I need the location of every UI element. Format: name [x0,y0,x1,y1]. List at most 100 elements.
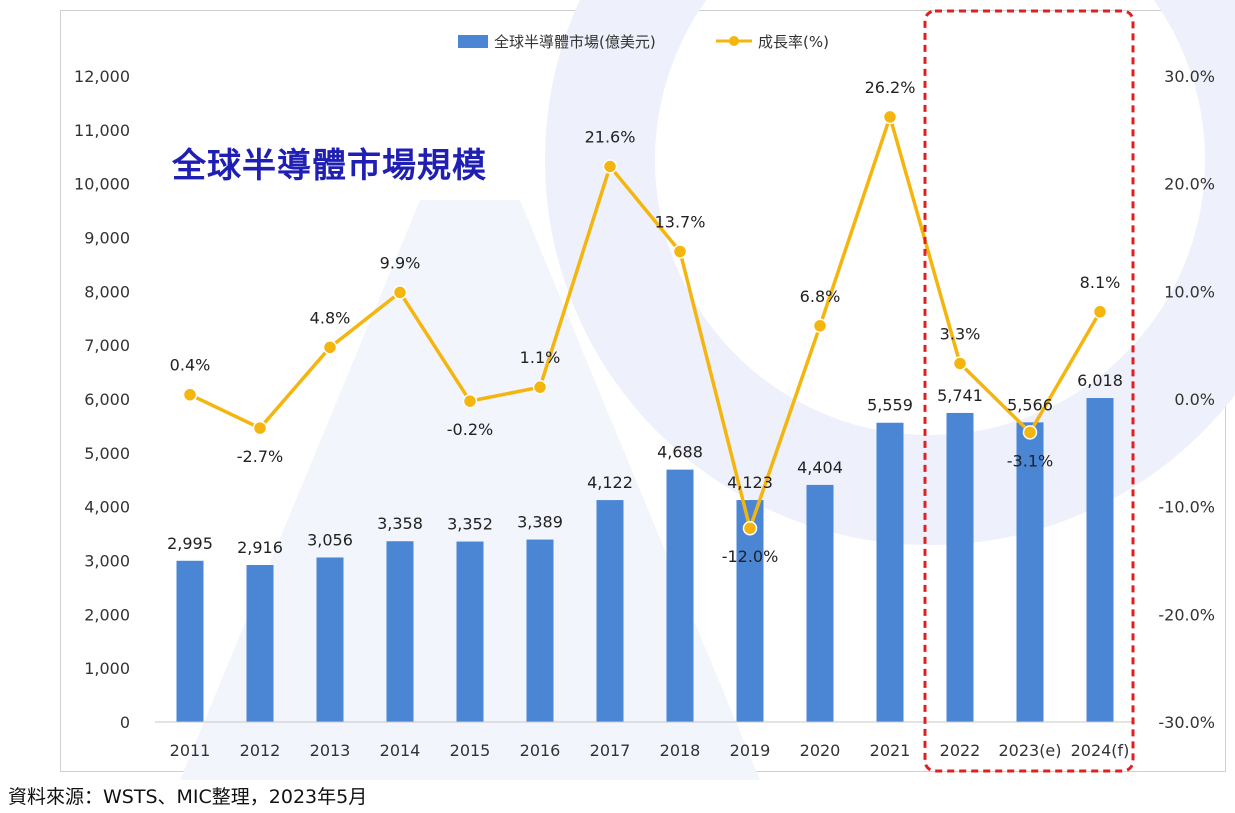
growth-value-label: -0.2% [447,420,493,439]
growth-point [462,393,478,409]
growth-value-label: -3.1% [1007,451,1053,470]
growth-value-label: -2.7% [237,447,283,466]
legend: 全球半導體市場(億美元) 成長率(%) [458,33,829,51]
bar-value-label: 5,741 [937,386,983,405]
x-tick-label: 2016 [520,741,561,760]
growth-line [189,115,1102,530]
y-left-tick-label: 6,000 [84,390,130,409]
legend-bar-label: 全球半導體市場(億美元) [494,33,656,51]
legend-bar-swatch [458,35,488,48]
y-left-tick-label: 12,000 [74,67,130,86]
bar [246,565,274,722]
data-labels: 2,995 2,916 3,056 3,358 3,352 3,389 4,122 4,688… [167,78,1123,566]
y-left-tick-label: 7,000 [84,336,130,355]
bar-value-label: 5,566 [1007,395,1053,414]
bar [456,541,484,722]
bar-value-label: 2,995 [167,534,213,553]
growth-value-label: 0.4% [170,356,211,375]
y-right-tick-label: 20.0% [1164,175,1215,194]
growth-value-label: 21.6% [585,127,636,146]
growth-value-label: 13.7% [655,212,706,231]
growth-value-label: 9.9% [380,253,421,272]
bar-value-label: 4,404 [797,458,843,477]
y-left-tick-label: 9,000 [84,229,130,248]
bar [1086,398,1114,722]
chart-title: 全球半導體市場規模 [172,146,487,186]
bar [1016,422,1044,722]
bar-value-label: 3,389 [517,513,563,532]
growth-point [812,318,828,334]
bar [386,541,414,722]
x-tick-label: 2017 [590,741,631,760]
x-tick-label: 2013 [310,741,351,760]
y-left-tick-label: 8,000 [84,282,130,301]
y-left-tick-label: 11,000 [74,121,130,140]
y-left-tick-label: 4,000 [84,498,130,517]
y-left-tick-label: 1,000 [84,659,130,678]
y-right-tick-label: 30.0% [1164,67,1215,86]
x-tick-label: 2019 [730,741,771,760]
bar [876,422,904,722]
x-tick-label: 2015 [450,741,491,760]
bar [736,500,764,722]
bar [316,557,344,722]
growth-point [392,285,408,300]
y-left-tick-label: 3,000 [84,552,130,571]
legend-line-marker [729,36,739,46]
y-left-tick-label: 2,000 [84,605,130,624]
y-right-tick-label: -20.0% [1158,605,1215,624]
growth-value-label: -12.0% [722,547,779,566]
bar-value-label: 4,122 [587,473,633,492]
x-tick-label: 2024(f) [1071,741,1130,760]
y-left-tick-label: 10,000 [74,175,130,194]
growth-point [952,356,968,371]
growth-point [252,420,268,436]
y-right-tick-label: -30.0% [1158,713,1215,732]
bar-value-label: 4,123 [727,473,773,492]
bar-value-label: 4,688 [657,443,703,462]
growth-point [672,244,688,259]
bar-value-label: 5,559 [867,396,913,415]
y-right-tick-label: -10.0% [1158,498,1215,517]
bar-series [176,398,1114,722]
growth-value-label: 4.8% [310,308,351,327]
growth-line-series [182,109,1108,536]
growth-point [1092,304,1108,320]
bar-value-label: 6,018 [1077,371,1123,390]
source-note: 資料來源：WSTS、MIC整理，2023年5月 [8,786,368,808]
watermark-ring [545,0,1235,545]
x-tick-label: 2022 [940,741,981,760]
axes: 0 1,000 2,000 3,000 4,000 5,000 6,000 7,000 8,00… [74,67,1215,760]
x-tick-label: 2021 [870,741,911,760]
bar [806,484,834,722]
bar [666,469,694,722]
x-tick-label: 2012 [240,741,281,760]
growth-point [602,159,618,174]
bar [596,500,624,722]
y-right-tick-label: 0.0% [1174,390,1215,409]
growth-point [882,109,898,125]
bar [526,539,554,722]
x-tick-label: 2014 [380,741,421,760]
growth-point [182,387,198,402]
bar [946,412,974,722]
growth-value-label: 26.2% [865,78,916,97]
growth-value-label: 8.1% [1080,273,1121,292]
x-tick-label: 2023(e) [998,741,1061,760]
growth-point [1022,425,1038,440]
x-tick-label: 2020 [800,741,841,760]
y-right-tick-label: 10.0% [1164,282,1215,301]
chart-canvas: 0 1,000 2,000 3,000 4,000 5,000 6,000 7,000 8,00… [74,0,1235,780]
growth-value-label: 6.8% [800,287,841,306]
bar [176,560,204,722]
y-left-tick-label: 5,000 [84,444,130,463]
bar-value-label: 3,352 [447,515,493,534]
bar-value-label: 3,358 [377,514,423,533]
growth-value-label: 3.3% [940,324,981,343]
legend-line-label: 成長率(%) [758,33,829,51]
y-left-tick-label: 0 [120,713,130,732]
growth-point [322,340,338,355]
growth-point [742,520,758,536]
bar-value-label: 3,056 [307,530,353,549]
growth-value-label: 1.1% [520,348,561,367]
